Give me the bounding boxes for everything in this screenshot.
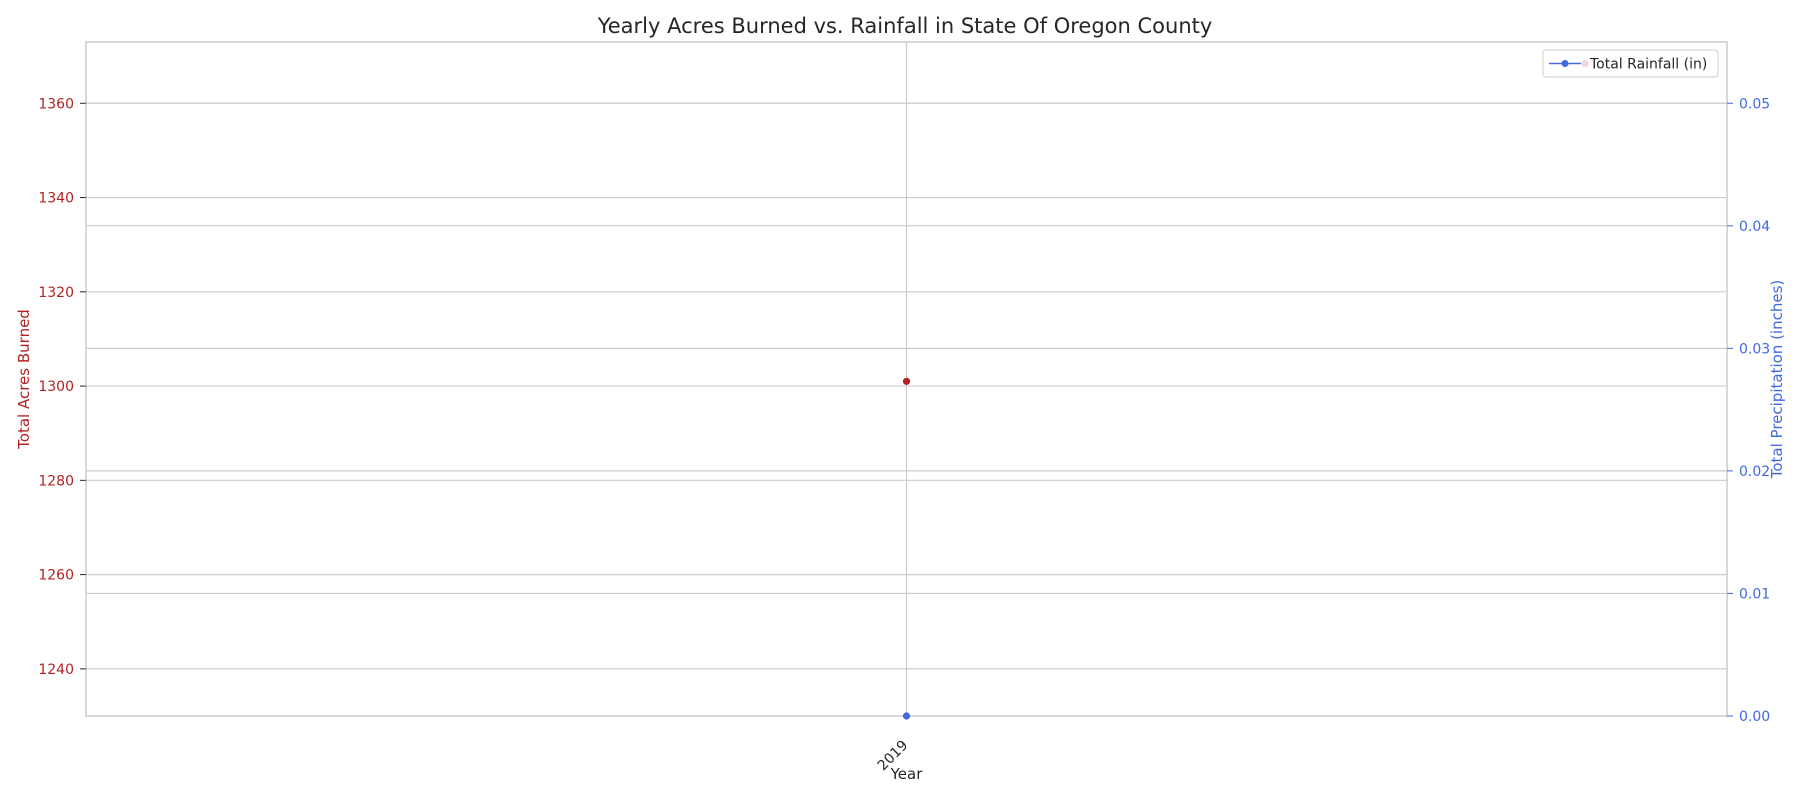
right-tick-label: 0.01: [1739, 586, 1770, 602]
left-tick-label: 1240: [38, 662, 74, 678]
left-tick-label: 1320: [38, 285, 74, 301]
right-tick-label: 0.02: [1739, 464, 1770, 480]
left-tick-label: 1260: [38, 568, 74, 584]
x-axis-label: Year: [890, 765, 924, 783]
left-tick-label: 1300: [38, 379, 74, 395]
right-tick-label: 0.00: [1739, 709, 1770, 725]
legend-entry-rainfall: Total Rainfall (in): [1589, 57, 1707, 73]
left-tick-label: 1340: [38, 191, 74, 207]
left-tick-label: 1360: [38, 96, 74, 112]
right-tick-label: 0.03: [1739, 341, 1770, 357]
legend-marker-swatch: [1561, 60, 1569, 67]
right-tick-label: 0.04: [1739, 219, 1770, 235]
series-marks: [902, 377, 911, 720]
right-tick-label: 0.05: [1739, 96, 1770, 112]
rainfall-point: [902, 712, 911, 720]
chart-title: Yearly Acres Burned vs. Rainfall in Stat…: [597, 14, 1213, 38]
left-tick-label: 1280: [38, 473, 74, 489]
legend-marker-swatch-faint: [1581, 60, 1589, 67]
right-axis-label: Total Precipitation (inches): [1768, 280, 1786, 480]
acres-burned-point: [902, 377, 911, 385]
legend-box: [1542, 49, 1719, 78]
right-axis-ticks: 0.00 0.01 0.02 0.03 0.04 0.05: [1727, 96, 1770, 725]
left-axis-label: Total Acres Burned: [15, 309, 33, 450]
legend: Total Rainfall (in): [1542, 49, 1719, 78]
left-axis-ticks: 1240 1260 1280 1300 1320 1340 1360: [38, 96, 86, 678]
